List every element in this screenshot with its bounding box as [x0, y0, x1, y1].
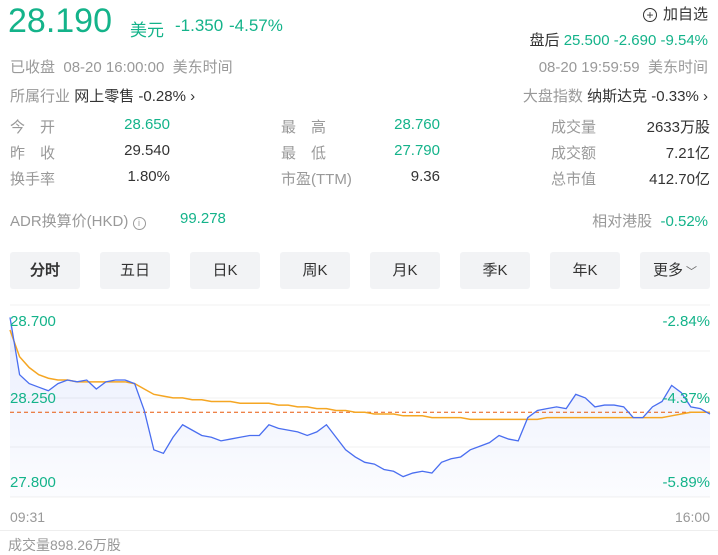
price-change: -1.350 [175, 16, 224, 35]
price-line [9, 317, 711, 478]
tab-1[interactable]: 五日 [100, 252, 170, 289]
stat-label: 市盈(TTM) [281, 171, 352, 188]
stat-label: 最 高 [281, 119, 327, 136]
adr-label: ADR换算价(HKD) [10, 213, 129, 230]
timezone: 美东时间 [172, 59, 233, 76]
stat-value: 1.80% [127, 168, 170, 185]
stat-value: 2633万股 [646, 119, 710, 136]
stat-value: 7.21亿 [665, 145, 710, 162]
tab-0[interactable]: 分时 [10, 252, 80, 289]
divider [0, 530, 718, 531]
index-change: -0.33% [651, 88, 699, 105]
stat-value: 29.540 [124, 142, 170, 159]
last-price: 28.190 [8, 2, 112, 40]
y-label-bottom: 27.800 [10, 474, 56, 491]
price-change-pct: -4.57% [229, 16, 283, 35]
y-label-mid: 28.250 [10, 390, 56, 407]
index-name: 纳斯达克 [587, 88, 648, 105]
stat-label: 换手率 [10, 171, 56, 188]
industry-change: -0.28% [138, 88, 186, 105]
close-time: 08-20 16:00:00 [63, 59, 165, 76]
after-hours-change: -2.690 [613, 32, 657, 49]
add-watchlist-button[interactable]: + 加自选 [642, 3, 708, 24]
stat-label: 最 低 [281, 145, 327, 162]
relative-hk-value: -0.52% [660, 213, 708, 230]
stat-label: 成交量 [551, 119, 597, 136]
stat-label: 昨 收 [10, 145, 56, 162]
tab-label: 周K [302, 262, 328, 279]
tab-label: 年K [572, 262, 598, 279]
add-watchlist-label: 加自选 [662, 6, 708, 23]
tab-5[interactable]: 季K [460, 252, 530, 289]
index-label: 大盘指数 [522, 88, 583, 105]
tab-label: 分时 [29, 262, 60, 279]
industry-name: 网上零售 [74, 88, 135, 105]
tab-label: 日K [212, 262, 238, 279]
after-hours-label: 盘后 [529, 32, 560, 49]
tab-label: 更多 [652, 262, 683, 279]
after-hours-timezone: 美东时间 [647, 59, 708, 76]
y-label-top: 28.700 [10, 313, 56, 330]
pct-label-top: -2.84% [662, 313, 710, 330]
tab-2[interactable]: 日K [190, 252, 260, 289]
stat-value: 28.760 [394, 116, 440, 133]
price-area [10, 317, 710, 497]
after-hours-price: 25.500 [563, 32, 610, 49]
info-icon[interactable]: i [132, 217, 146, 230]
industry-link[interactable]: 所属行业 网上零售 -0.28% › [10, 85, 195, 106]
chevron-down-icon: ﹀ [682, 266, 698, 278]
average-price-line [9, 329, 710, 421]
intraday-chart[interactable] [0, 300, 718, 530]
stat-value: 9.36 [410, 168, 440, 185]
tab-6[interactable]: 年K [550, 252, 620, 289]
stat-value: 28.650 [124, 116, 170, 133]
chevron-right-icon: › [703, 88, 708, 105]
index-link[interactable]: 大盘指数 纳斯达克 -0.33% › [523, 85, 708, 106]
after-hours-time: 08-20 19:59:59 [538, 59, 640, 76]
plus-circle-icon: + [642, 8, 657, 22]
market-status: 已收盘 [10, 59, 56, 76]
after-hours-change-pct: -9.54% [660, 32, 708, 49]
tab-4[interactable]: 月K [370, 252, 440, 289]
volume-label: 成交量898.26万股 [8, 537, 121, 553]
currency: 美元 [130, 21, 164, 40]
stat-value: 27.790 [394, 142, 440, 159]
pct-label-bottom: -5.89% [662, 474, 710, 491]
x-label-end: 16:00 [674, 509, 710, 525]
tab-label: 季K [482, 262, 508, 279]
chevron-right-icon: › [190, 88, 196, 105]
x-label-start: 09:31 [10, 509, 46, 525]
adr-value: 99.278 [180, 210, 226, 227]
industry-label: 所属行业 [10, 88, 71, 105]
stat-label: 今 开 [10, 119, 56, 136]
tab-3[interactable]: 周K [280, 252, 350, 289]
tab-7[interactable]: 更多 ﹀ [640, 252, 710, 289]
relative-hk-label: 相对港股 [592, 213, 653, 230]
stat-label: 总市值 [551, 171, 597, 188]
tab-label: 月K [392, 262, 418, 279]
stat-label: 成交额 [551, 145, 597, 162]
stat-value: 412.70亿 [649, 171, 710, 188]
tab-label: 五日 [119, 262, 150, 279]
pct-label-mid: -4.37% [662, 390, 710, 407]
